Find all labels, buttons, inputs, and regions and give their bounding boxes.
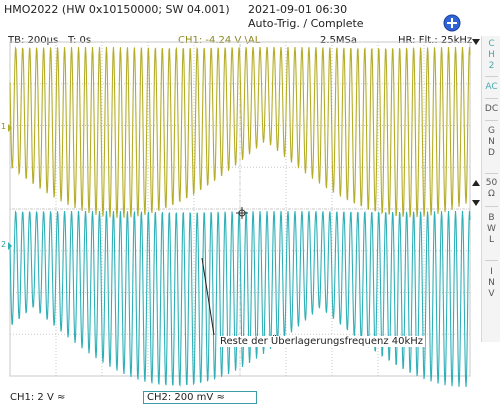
capture-datetime: 2021-09-01 06:30 [248,3,348,16]
ch1-waveform [9,45,471,218]
sidebar-channel-h: H [488,50,495,60]
trigger-status: Auto-Trig. / Complete [248,17,364,30]
sidebar-channel-c: C [488,39,495,49]
ch1-scale-label[interactable]: CH1: 2 V ≈ [10,392,66,403]
sidebar-channel-2: 2 [488,61,495,71]
sample-rate-label[interactable]: 2.5MSa [320,35,358,46]
ch1-marker-label: 1 [1,122,7,131]
sidebar-invert[interactable]: I N V [488,267,495,299]
sidebar-impedance-50[interactable]: 50 Ω [485,178,498,199]
hr-filter-label[interactable]: HR: Flt.: 25kHz [398,35,473,46]
ch2-scale-box[interactable] [143,391,257,404]
sidebar-bandwidth-limit[interactable]: B W L [487,213,496,245]
annotation-text: Reste der Überlagerungsfrequenz 40kHz [218,336,426,347]
annotation-arrow [201,257,215,336]
sidebar-coupling-gnd[interactable]: G N D [488,126,495,158]
trigger-level-label[interactable]: CH1: -4.24 V \AL [178,35,261,46]
trigger-level-marker-ch1[interactable] [472,180,480,186]
channel-sidebar: C H 2 AC DC G N D 50 Ω B W L I N V [481,36,500,342]
ch2-offset-marker[interactable] [8,242,12,250]
device-model-info: HMO2022 (HW 0x10150000; SW 04.001) [4,3,230,16]
ch2-scale-label[interactable]: CH2: 200 mV ≈ [147,392,225,403]
sidebar-coupling-dc[interactable]: DC [484,104,499,114]
trigger-position-marker-top[interactable] [472,39,480,45]
ch2-waveform [9,210,471,388]
timebase-label[interactable]: TB: 200µs [8,35,59,46]
sidebar-coupling-ac[interactable]: AC [485,82,498,92]
trigger-time-label[interactable]: T: 0s [68,35,92,46]
ch1-offset-marker[interactable] [8,124,12,132]
add-icon[interactable] [443,14,461,32]
crosshair-icon [236,207,248,219]
graticule [9,41,471,377]
ch2-marker-label: 2 [1,240,7,249]
trigger-position-marker-mid[interactable] [472,200,480,206]
